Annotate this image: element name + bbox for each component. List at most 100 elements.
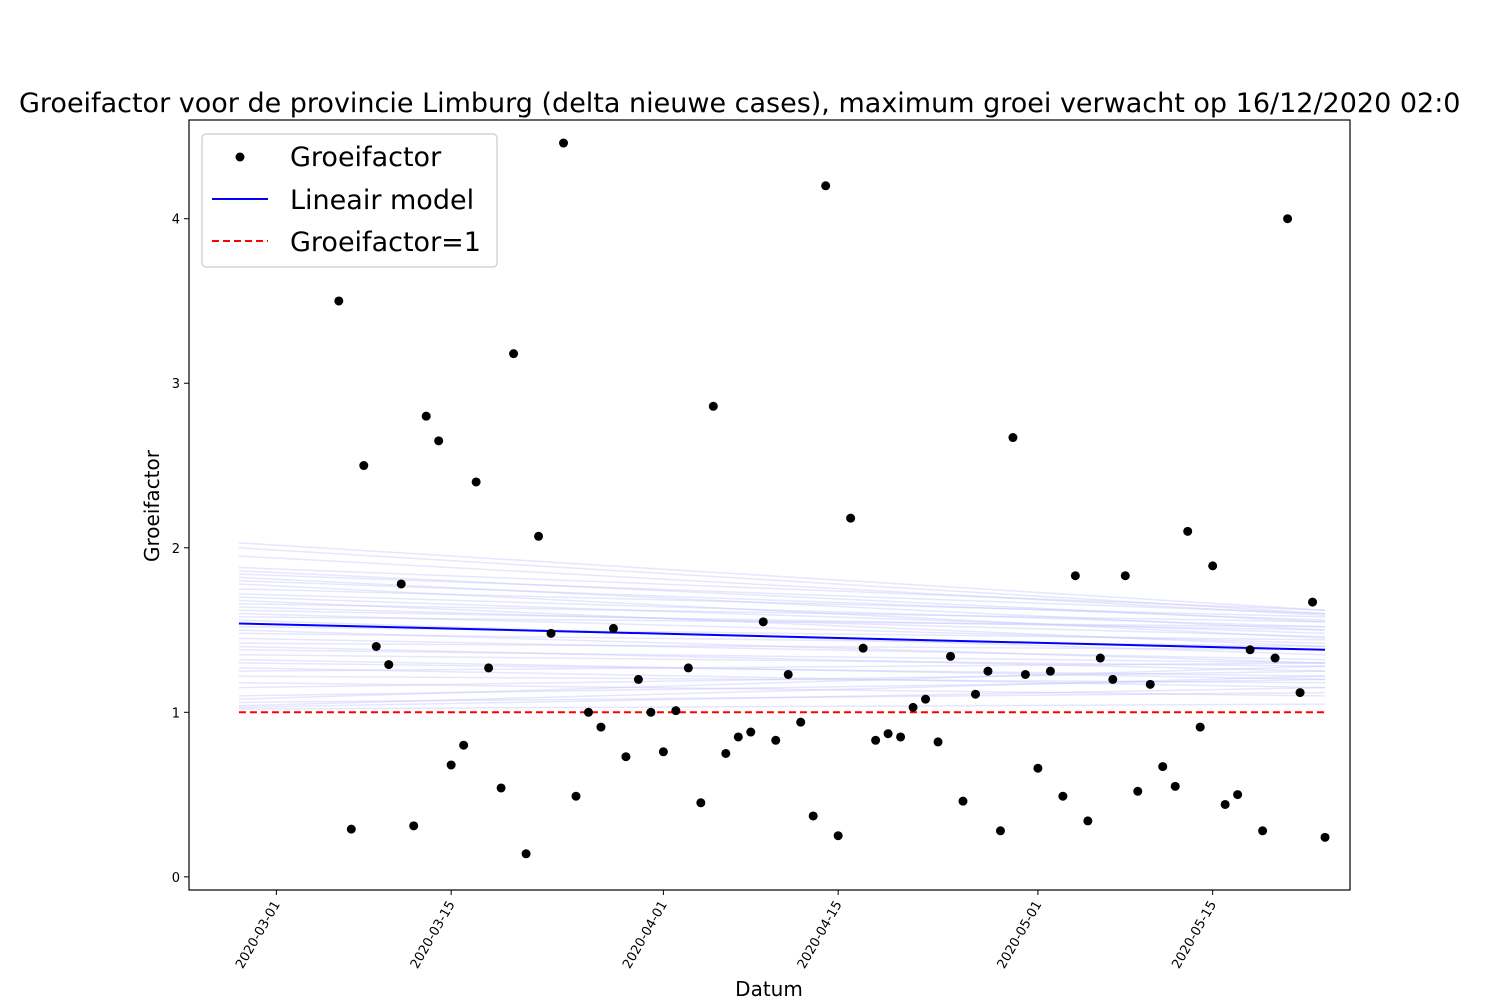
model-sample-line <box>238 675 1326 707</box>
data-point <box>521 849 531 859</box>
data-point <box>1008 433 1018 443</box>
model-sample-line <box>238 675 1326 684</box>
model-sample-line <box>238 681 1326 697</box>
y-tick-label: 4 <box>172 213 180 228</box>
data-point <box>808 811 818 821</box>
data-point <box>995 826 1005 836</box>
data-point <box>1170 781 1180 791</box>
data-point <box>846 513 856 523</box>
data-point <box>1258 826 1268 836</box>
data-point <box>496 783 506 793</box>
data-point <box>921 694 931 704</box>
model-sample-line <box>238 667 1326 689</box>
data-points <box>334 138 1330 859</box>
model-sample-line <box>238 596 1326 635</box>
data-point <box>833 831 843 841</box>
data-point <box>571 791 581 801</box>
model-line-layer <box>238 622 1326 651</box>
data-point <box>409 821 419 831</box>
model-sample-line <box>238 691 1326 704</box>
model-sample-line <box>238 626 1326 641</box>
y-tick-label: 0 <box>172 871 180 886</box>
legend-marker-points <box>235 152 245 162</box>
data-point <box>1295 688 1305 698</box>
y-axis-label: Groeifactor <box>140 449 164 562</box>
data-point <box>346 824 356 834</box>
data-point <box>708 401 718 411</box>
data-point <box>559 138 569 148</box>
model-sample-line <box>238 576 1326 631</box>
data-point <box>421 411 431 421</box>
model-sample-line <box>238 658 1326 681</box>
data-point <box>721 748 731 758</box>
data-point <box>1108 674 1118 684</box>
data-point <box>1308 597 1318 607</box>
model-sample-line <box>238 678 1326 697</box>
data-point <box>733 732 743 742</box>
data-point <box>946 651 956 661</box>
model-sample-line <box>238 583 1326 640</box>
model-sample-line <box>238 606 1326 638</box>
model-sample-line <box>238 579 1326 621</box>
data-point <box>1245 645 1255 655</box>
data-point <box>446 760 456 770</box>
model-sample-line <box>238 686 1326 709</box>
data-point <box>821 181 831 191</box>
model-sample-line <box>238 616 1326 628</box>
model-sample-line <box>238 588 1326 618</box>
data-point <box>1145 679 1155 689</box>
model-sample-line <box>238 602 1326 623</box>
data-point <box>1158 762 1168 772</box>
data-point <box>1045 666 1055 676</box>
data-point <box>1270 653 1280 663</box>
data-point <box>596 722 606 732</box>
model-sample-line <box>238 629 1326 664</box>
model-sample-line <box>238 670 1326 689</box>
data-point <box>1033 763 1043 773</box>
model-sample-line <box>238 649 1326 664</box>
data-point <box>1083 816 1093 826</box>
data-point <box>1120 571 1130 581</box>
data-point <box>896 732 906 742</box>
model-sample-line <box>238 612 1326 644</box>
model-sample-line <box>238 599 1326 648</box>
data-point <box>633 674 643 684</box>
data-point <box>1058 791 1068 801</box>
data-point <box>534 531 544 541</box>
model-sample-line <box>238 609 1326 631</box>
data-point <box>908 702 918 712</box>
model-sample-line <box>238 653 1326 667</box>
model-sample-line <box>238 570 1326 623</box>
data-point <box>359 461 369 471</box>
data-point <box>371 641 381 651</box>
legend-box <box>201 133 498 268</box>
data-point <box>608 623 618 633</box>
data-point <box>646 707 656 717</box>
y-tick-label: 2 <box>172 542 180 557</box>
model-sample-lines <box>238 542 1326 710</box>
y-tick-label: 1 <box>172 706 180 721</box>
model-sample-line <box>238 573 1326 615</box>
data-point <box>1070 571 1080 581</box>
legend: Groeifactor Lineair model Groeifactor=1 <box>201 133 498 268</box>
data-point <box>783 669 793 679</box>
data-point <box>983 666 993 676</box>
data-point <box>1320 832 1330 842</box>
data-point <box>683 663 693 673</box>
model-sample-line <box>238 542 1326 612</box>
data-point <box>334 296 344 306</box>
model-sample-line <box>238 662 1326 672</box>
data-point <box>771 735 781 745</box>
legend-label-points: Groeifactor <box>290 142 442 173</box>
y-tick-label: 3 <box>172 377 180 392</box>
data-point <box>1283 214 1293 224</box>
data-point <box>883 729 893 739</box>
data-point <box>696 798 706 808</box>
data-point <box>746 727 756 737</box>
data-point <box>796 717 806 727</box>
data-point <box>484 663 494 673</box>
model-sample-line <box>238 642 1326 651</box>
data-point <box>871 735 881 745</box>
model-sample-line <box>238 703 1326 710</box>
data-point <box>1133 786 1143 796</box>
